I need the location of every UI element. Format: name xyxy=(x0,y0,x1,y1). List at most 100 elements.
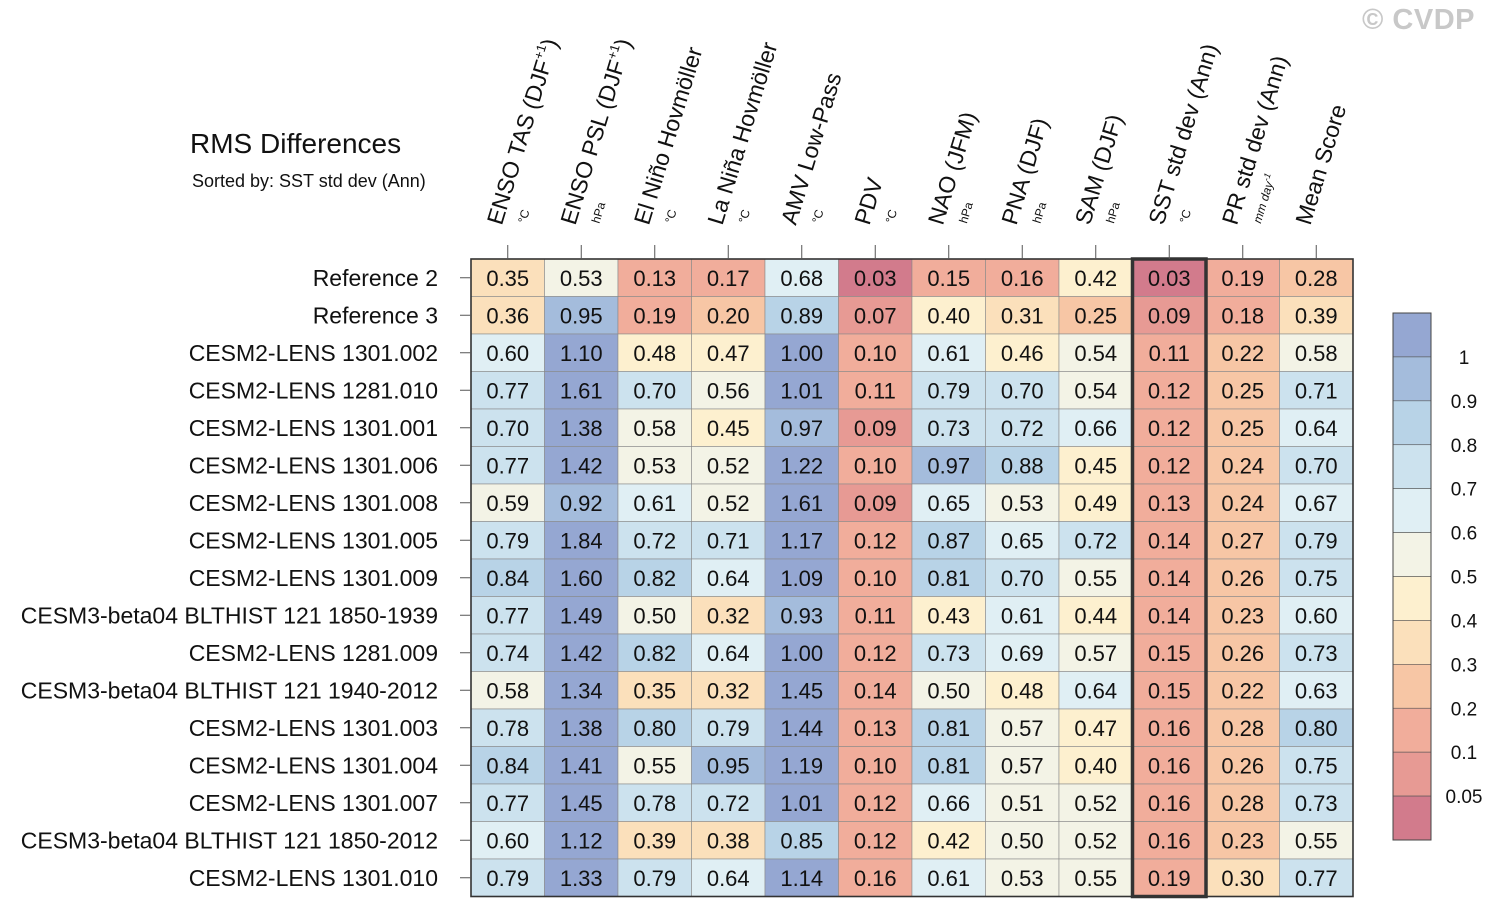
cell-value: 0.79 xyxy=(633,866,676,891)
heatmap-cell xyxy=(838,821,913,860)
cell-value: 0.12 xyxy=(854,828,897,853)
cell-value: 0.70 xyxy=(486,416,529,441)
row-label: CESM3-beta04 BLTHIST 121 1850-2012 xyxy=(21,827,438,853)
heatmap-cell xyxy=(985,446,1060,485)
heatmap-cell xyxy=(1205,521,1280,560)
cell-value: 1.00 xyxy=(780,341,823,366)
cell-value: 0.18 xyxy=(1221,303,1264,328)
heatmap-cell xyxy=(838,858,913,897)
heatmap-cell xyxy=(691,446,766,485)
heatmap-cell xyxy=(1132,858,1207,897)
heatmap-cell xyxy=(544,633,619,672)
column-unit: °C xyxy=(662,208,679,225)
cell-value: 0.12 xyxy=(1148,453,1191,478)
heatmap-cell xyxy=(838,333,913,372)
column-label-sup: +1 xyxy=(531,42,550,61)
heatmap-cell xyxy=(617,821,692,860)
heatmap-cell xyxy=(691,483,766,522)
column-unit: °C xyxy=(809,208,826,225)
row-label: Reference 2 xyxy=(313,265,438,291)
cell-value: 0.22 xyxy=(1221,678,1264,703)
watermark: © CVDP xyxy=(1362,4,1475,36)
cell-value: 0.78 xyxy=(486,716,529,741)
colorbar-box xyxy=(1392,795,1432,841)
heatmap-cell xyxy=(1132,558,1207,597)
cell-value: 0.09 xyxy=(854,416,897,441)
cell-value: 0.23 xyxy=(1221,603,1264,628)
heatmap-cell xyxy=(544,671,619,710)
cell-value: 1.01 xyxy=(780,378,823,403)
cell-value: 0.25 xyxy=(1074,303,1117,328)
cell-value: 0.88 xyxy=(1001,453,1044,478)
colorbar-label: 0.05 xyxy=(1446,787,1483,808)
cell-value: 1.01 xyxy=(780,791,823,816)
cell-value: 0.95 xyxy=(707,753,750,778)
cell-value: 0.28 xyxy=(1221,716,1264,741)
column-label-sup: +1 xyxy=(604,42,623,61)
heatmap-cell xyxy=(1132,333,1207,372)
cell-value: 0.60 xyxy=(486,828,529,853)
cell-value: 0.07 xyxy=(854,303,897,328)
cell-value: 0.43 xyxy=(927,603,970,628)
cell-value: 0.77 xyxy=(486,378,529,403)
cell-value: 0.77 xyxy=(486,791,529,816)
cell-value: 0.23 xyxy=(1221,828,1264,853)
cell-value: 0.14 xyxy=(1148,603,1191,628)
cell-value: 0.09 xyxy=(854,491,897,516)
heatmap-cell xyxy=(1279,558,1354,597)
column-label-text: Mean Score xyxy=(1290,101,1351,227)
chart-title: RMS Differences xyxy=(190,128,402,159)
cell-value: 0.56 xyxy=(707,378,750,403)
heatmap-cell xyxy=(691,858,766,897)
heatmap-cell xyxy=(911,746,986,785)
cell-value: 0.20 xyxy=(707,303,750,328)
row-labels: Reference 2 Reference 3 CESM2-LENS 1301.00… xyxy=(21,265,438,891)
colorbar-label: 1 xyxy=(1459,348,1470,369)
column-unit: °C xyxy=(883,208,900,225)
colorbar-label: 0.1 xyxy=(1451,743,1477,764)
cell-value: 0.65 xyxy=(1001,528,1044,553)
cell-value: 1.44 xyxy=(780,716,823,741)
heatmap-cell xyxy=(764,596,839,635)
cell-value: 0.92 xyxy=(560,491,603,516)
cell-value: 0.52 xyxy=(1074,828,1117,853)
cell-value: 0.64 xyxy=(707,566,750,591)
heatmap-cell xyxy=(470,408,545,447)
column-unit-text: hPa xyxy=(589,200,609,225)
heatmap-cell xyxy=(470,333,545,372)
cell-value: 1.09 xyxy=(780,566,823,591)
column-label: PR std dev (Ann) xyxy=(1217,52,1293,227)
heatmap-cell xyxy=(617,708,692,747)
cell-value: 0.80 xyxy=(1295,716,1338,741)
cell-value: 0.58 xyxy=(1295,341,1338,366)
heatmap-cell xyxy=(1058,633,1133,672)
cell-value: 0.55 xyxy=(1074,866,1117,891)
cell-value: 0.68 xyxy=(780,266,823,291)
cell-value: 0.58 xyxy=(486,678,529,703)
heatmap-cell xyxy=(764,671,839,710)
cell-value: 0.28 xyxy=(1295,266,1338,291)
heatmap-cell xyxy=(1279,333,1354,372)
cell-value: 0.45 xyxy=(707,416,750,441)
cell-value: 0.28 xyxy=(1221,791,1264,816)
heatmap-cell xyxy=(985,671,1060,710)
heatmap-cell xyxy=(1279,258,1354,297)
heatmap-cell xyxy=(544,858,619,897)
colorbar-box xyxy=(1392,488,1432,533)
cell-value: 0.24 xyxy=(1221,453,1264,478)
cell-value: 0.80 xyxy=(633,716,676,741)
heatmap-cell xyxy=(691,408,766,447)
cell-value: 0.73 xyxy=(927,416,970,441)
heatmap-cell xyxy=(470,671,545,710)
column-unit-text: °C xyxy=(736,208,753,225)
cell-value: 0.16 xyxy=(1148,791,1191,816)
cell-value: 0.75 xyxy=(1295,566,1338,591)
heatmap-cell xyxy=(911,333,986,372)
cell-value: 0.70 xyxy=(1001,566,1044,591)
colorbar-border xyxy=(1392,312,1432,841)
colorbar-box xyxy=(1392,312,1432,358)
heatmap-cell xyxy=(985,558,1060,597)
cell-value: 1.17 xyxy=(780,528,823,553)
cell-value: 0.84 xyxy=(486,566,529,591)
